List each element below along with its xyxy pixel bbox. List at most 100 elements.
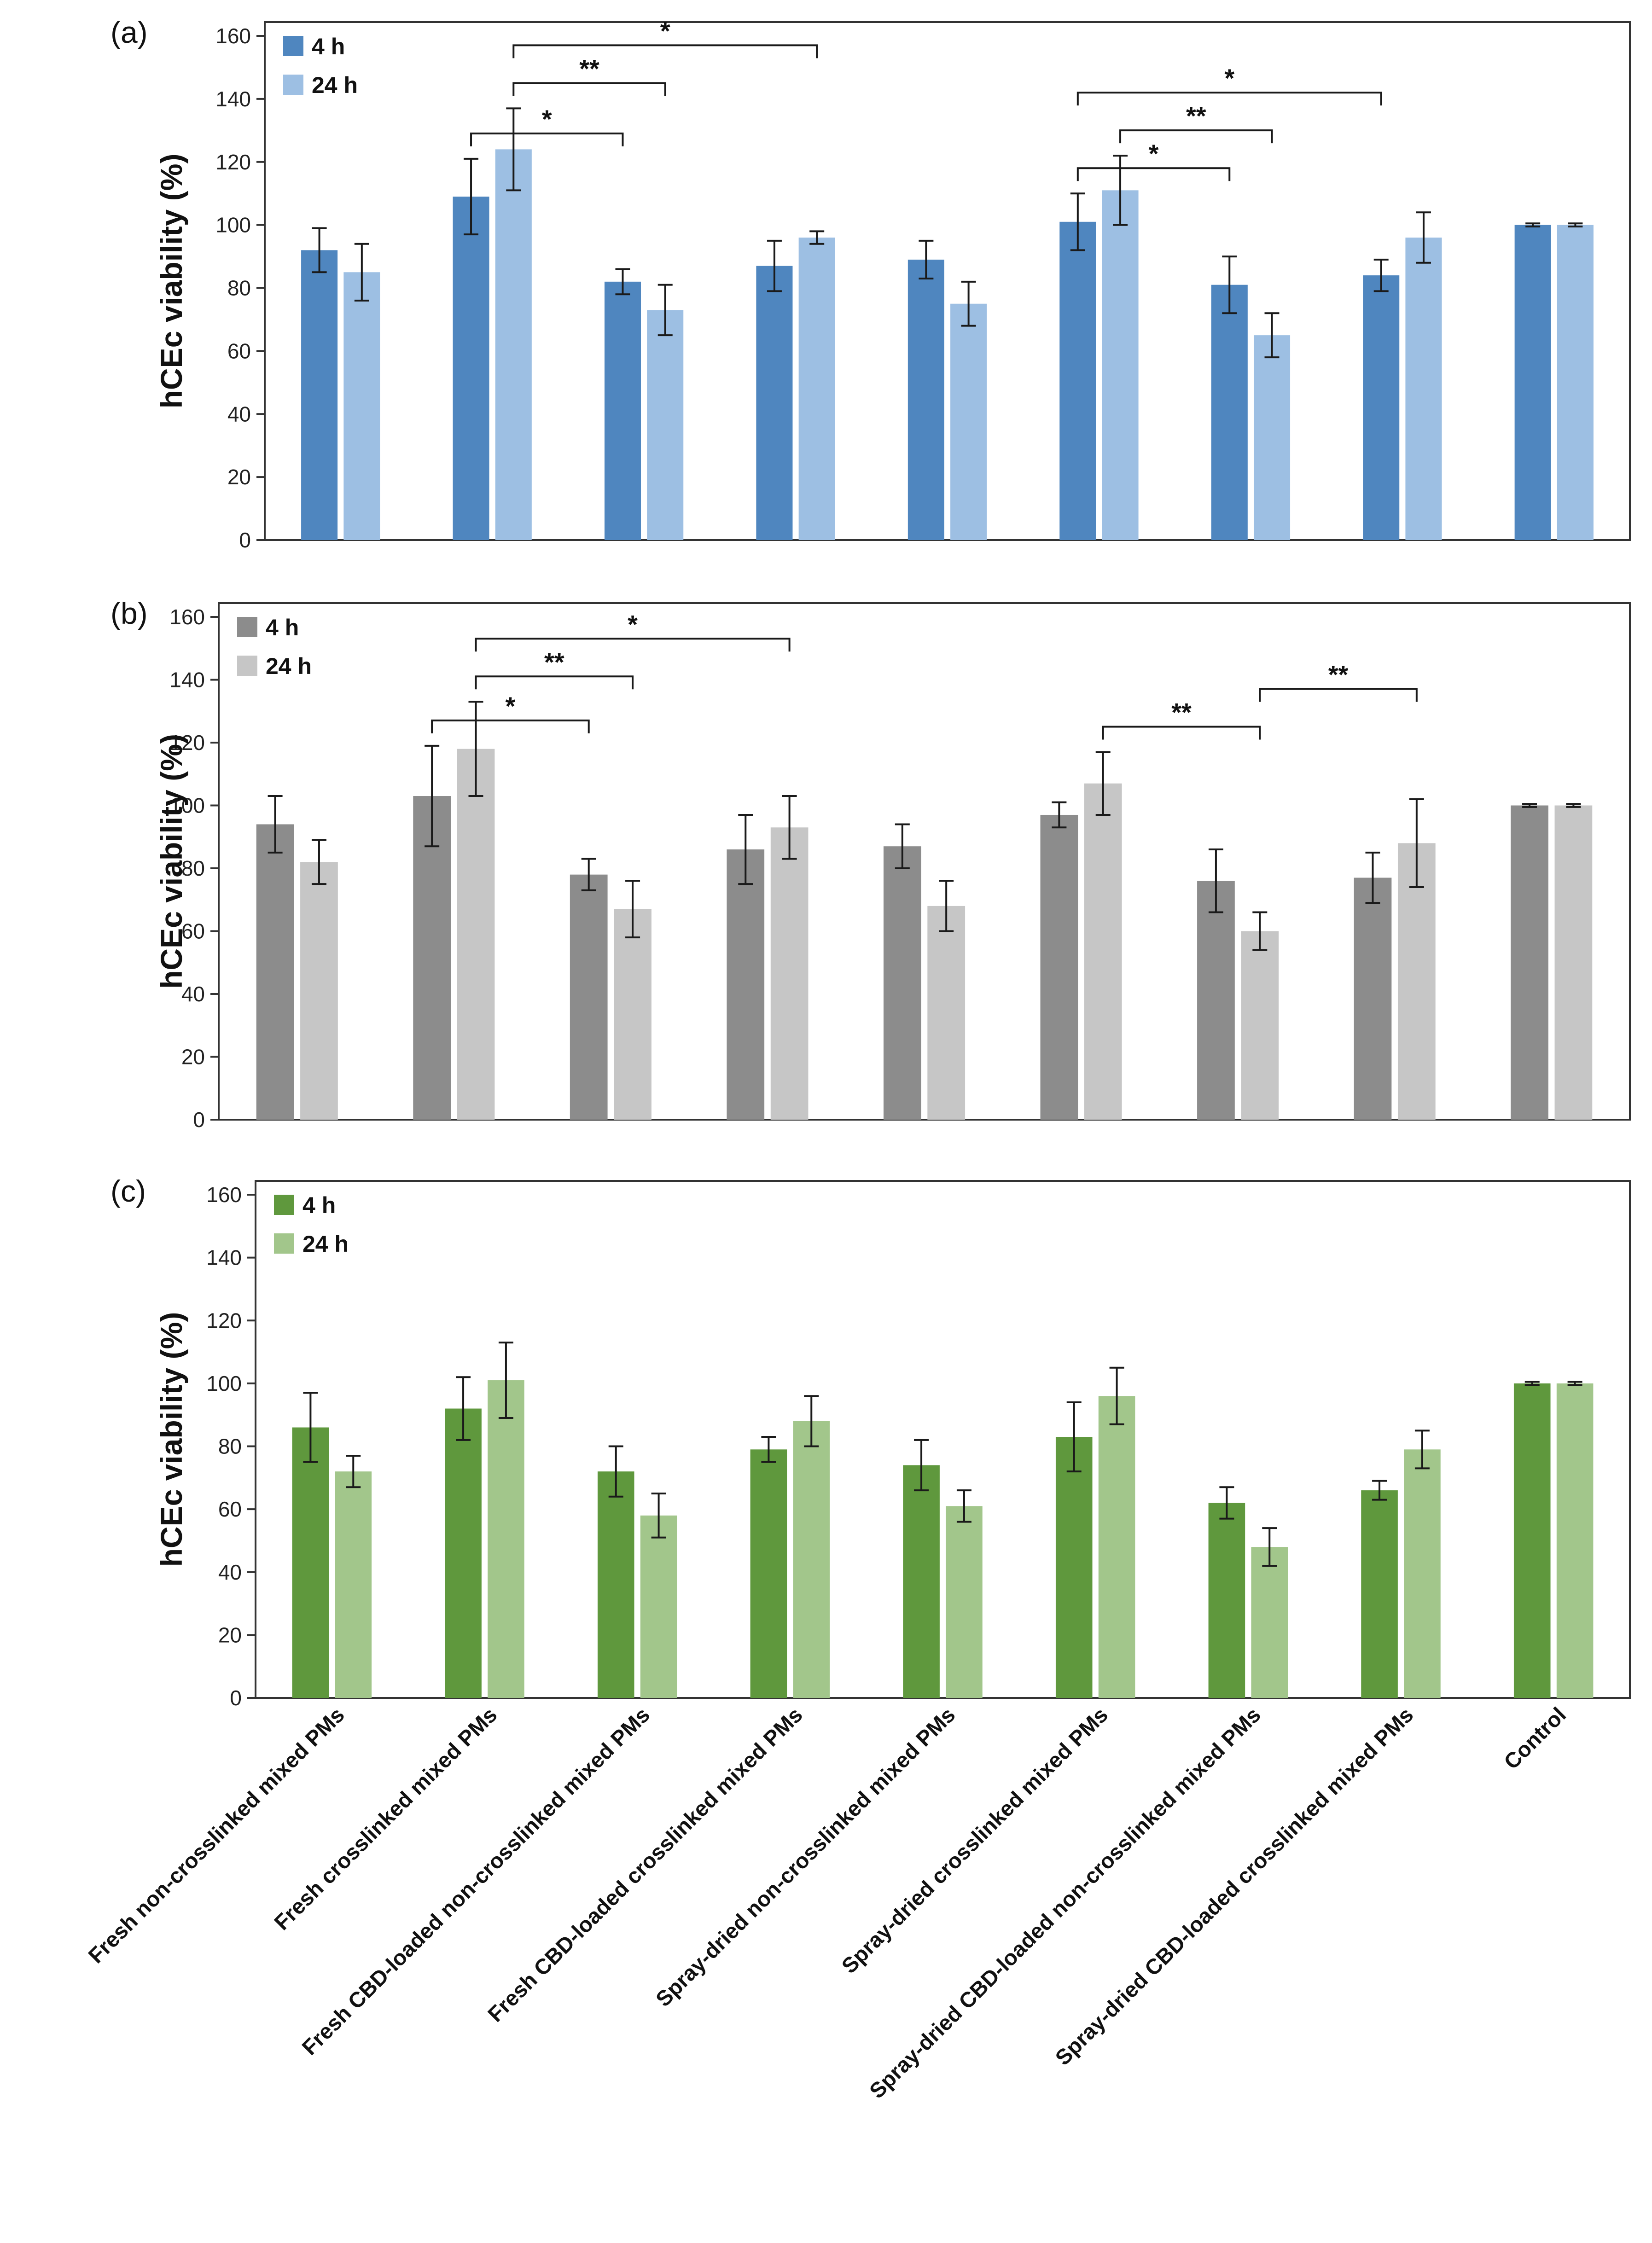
bar [1354, 877, 1392, 1120]
panel-label: (c) [111, 1174, 146, 1208]
legend-entry: 24 h [302, 1231, 349, 1257]
bar [927, 906, 966, 1120]
panel-3: (c) 0 20 40 60 80 100 120 140 160 hCEc viability (… [111, 1174, 1631, 1710]
bar [604, 281, 641, 540]
x-tick-label: Fresh CBD-loaded non-crosslinked mixed P… [297, 1703, 654, 2060]
bar [488, 1380, 524, 1698]
bar [1511, 805, 1548, 1120]
legend-entry: 4 h [266, 615, 299, 640]
significance-bracket [475, 638, 791, 652]
bar [1055, 1437, 1093, 1698]
legend-entry: 24 h [266, 653, 312, 679]
significance-bracket [512, 44, 818, 58]
legend-entry: 4 h [312, 34, 345, 59]
significance-bracket [512, 82, 666, 96]
bar [1102, 190, 1139, 540]
bar [1241, 931, 1279, 1120]
x-tick-label: Spray-dried CBD-loaded crosslinked mixed… [1050, 1703, 1418, 2070]
bar [1084, 783, 1122, 1120]
bar [1556, 1383, 1594, 1698]
x-tick-label: Fresh CBD-loaded crosslinked mixed PMs [483, 1703, 807, 2027]
bar [1208, 1503, 1245, 1698]
bar [301, 250, 338, 540]
significance-label: * [1149, 139, 1159, 168]
bar [445, 1408, 482, 1698]
legend-entry: 4 h [302, 1192, 336, 1218]
bar [335, 1471, 372, 1698]
y-axis-label: hCEc viability (%) [154, 1312, 188, 1567]
significance-label: * [542, 105, 552, 134]
bar [1253, 335, 1291, 540]
plot-frame [255, 1180, 1631, 1699]
panel-label: (b) [111, 596, 148, 630]
bar [903, 1465, 940, 1698]
significance-bracket [431, 719, 590, 733]
bar [793, 1421, 830, 1698]
legend-swatch [283, 75, 303, 95]
bar [1404, 1449, 1441, 1698]
significance-label: ** [544, 647, 564, 676]
panel-2: (b) 0 20 40 60 80 100 120 140 160 hCEc viability (… [111, 596, 1631, 1132]
bar [647, 310, 684, 540]
significance-label: ** [1186, 101, 1206, 130]
bar [1251, 1547, 1288, 1698]
y-tick-label: 140 [206, 1246, 242, 1270]
y-tick-label: 160 [206, 1183, 242, 1207]
bar [1363, 275, 1400, 540]
significance-bracket [475, 675, 634, 690]
significance-label: ** [579, 54, 599, 83]
y-tick-label: 60 [181, 919, 205, 943]
y-tick-label: 0 [239, 528, 251, 552]
bar [453, 197, 489, 540]
bar [1557, 225, 1594, 540]
bar [256, 824, 294, 1120]
y-tick-label: 120 [215, 150, 251, 174]
legend-swatch [237, 656, 257, 676]
y-tick-label: 40 [218, 1560, 242, 1584]
x-tick-label: Control [1499, 1703, 1571, 1774]
bar [798, 238, 835, 540]
bar [292, 1427, 329, 1698]
significance-bracket [1076, 92, 1382, 106]
significance-label: * [660, 16, 670, 45]
legend-entry: 24 h [312, 72, 358, 98]
bar [457, 749, 495, 1120]
bar [950, 303, 987, 540]
y-axis-label: hCEc viability (%) [154, 734, 188, 989]
y-tick-label: 140 [169, 668, 205, 692]
bar [1098, 1396, 1135, 1698]
y-tick-label: 100 [206, 1371, 242, 1395]
y-tick-label: 60 [227, 339, 251, 363]
y-tick-label: 120 [169, 731, 205, 755]
significance-label: * [506, 691, 516, 721]
significance-bracket [1119, 129, 1273, 144]
bar [1040, 814, 1078, 1120]
panel-label: (a) [111, 15, 148, 49]
bar [570, 874, 608, 1120]
bar [1514, 225, 1551, 540]
legend-swatch [237, 617, 257, 637]
significance-label: ** [1328, 660, 1349, 689]
y-tick-label: 100 [169, 794, 205, 818]
y-tick-label: 80 [181, 856, 205, 880]
bar [495, 149, 532, 540]
bar [1361, 1490, 1398, 1698]
bar [946, 1506, 983, 1698]
x-tick-label: Fresh non-crosslinked mixed PMs [83, 1703, 349, 1968]
legend-swatch [283, 36, 303, 56]
y-tick-label: 160 [169, 605, 205, 629]
y-tick-label: 20 [227, 465, 251, 489]
bar [597, 1471, 634, 1698]
significance-bracket [1076, 167, 1231, 181]
bar [883, 846, 921, 1120]
bar [756, 266, 793, 540]
bar [1397, 843, 1436, 1120]
y-tick-label: 20 [181, 1045, 205, 1069]
y-tick-label: 40 [227, 402, 251, 426]
y-tick-label: 80 [218, 1435, 242, 1459]
bar [1513, 1383, 1551, 1698]
y-tick-label: 160 [215, 24, 251, 48]
y-tick-label: 60 [218, 1497, 242, 1521]
